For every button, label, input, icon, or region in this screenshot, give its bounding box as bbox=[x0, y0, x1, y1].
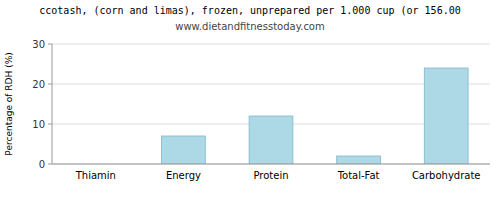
y-tick-label: 10 bbox=[32, 119, 45, 130]
x-tick-label: Thiamin bbox=[75, 170, 116, 181]
grid-line bbox=[52, 44, 490, 45]
bar bbox=[337, 156, 381, 164]
y-tick-label: 20 bbox=[32, 79, 45, 90]
bars bbox=[162, 68, 469, 164]
y-tick bbox=[48, 124, 52, 125]
y-axis-line bbox=[52, 44, 53, 164]
y-tick bbox=[48, 84, 52, 85]
x-tick-label: Carbohydrate bbox=[412, 170, 481, 181]
bar bbox=[249, 116, 293, 164]
y-tick bbox=[48, 44, 52, 45]
x-axis-line bbox=[52, 164, 490, 165]
chart-container: ccotash, (corn and limas), frozen, unpre… bbox=[0, 0, 500, 200]
chart-svg: ccotash, (corn and limas), frozen, unpre… bbox=[0, 0, 500, 200]
y-grid bbox=[52, 44, 490, 164]
y-tick-label: 0 bbox=[39, 159, 45, 170]
x-tick-label: Protein bbox=[253, 170, 288, 181]
title: ccotash, (corn and limas), frozen, unpre… bbox=[39, 5, 460, 16]
y-axis-label: Percentage of RDH (%) bbox=[4, 52, 14, 155]
subtitle: www.dietandfitnesstoday.com bbox=[175, 21, 324, 32]
grid-line bbox=[52, 164, 490, 165]
y-tick bbox=[48, 164, 52, 165]
y-tick-label: 30 bbox=[32, 39, 45, 50]
bar bbox=[424, 68, 468, 164]
bar bbox=[162, 136, 206, 164]
x-tick-label: Energy bbox=[166, 170, 201, 181]
x-tick-label: Total-Fat bbox=[337, 170, 380, 181]
